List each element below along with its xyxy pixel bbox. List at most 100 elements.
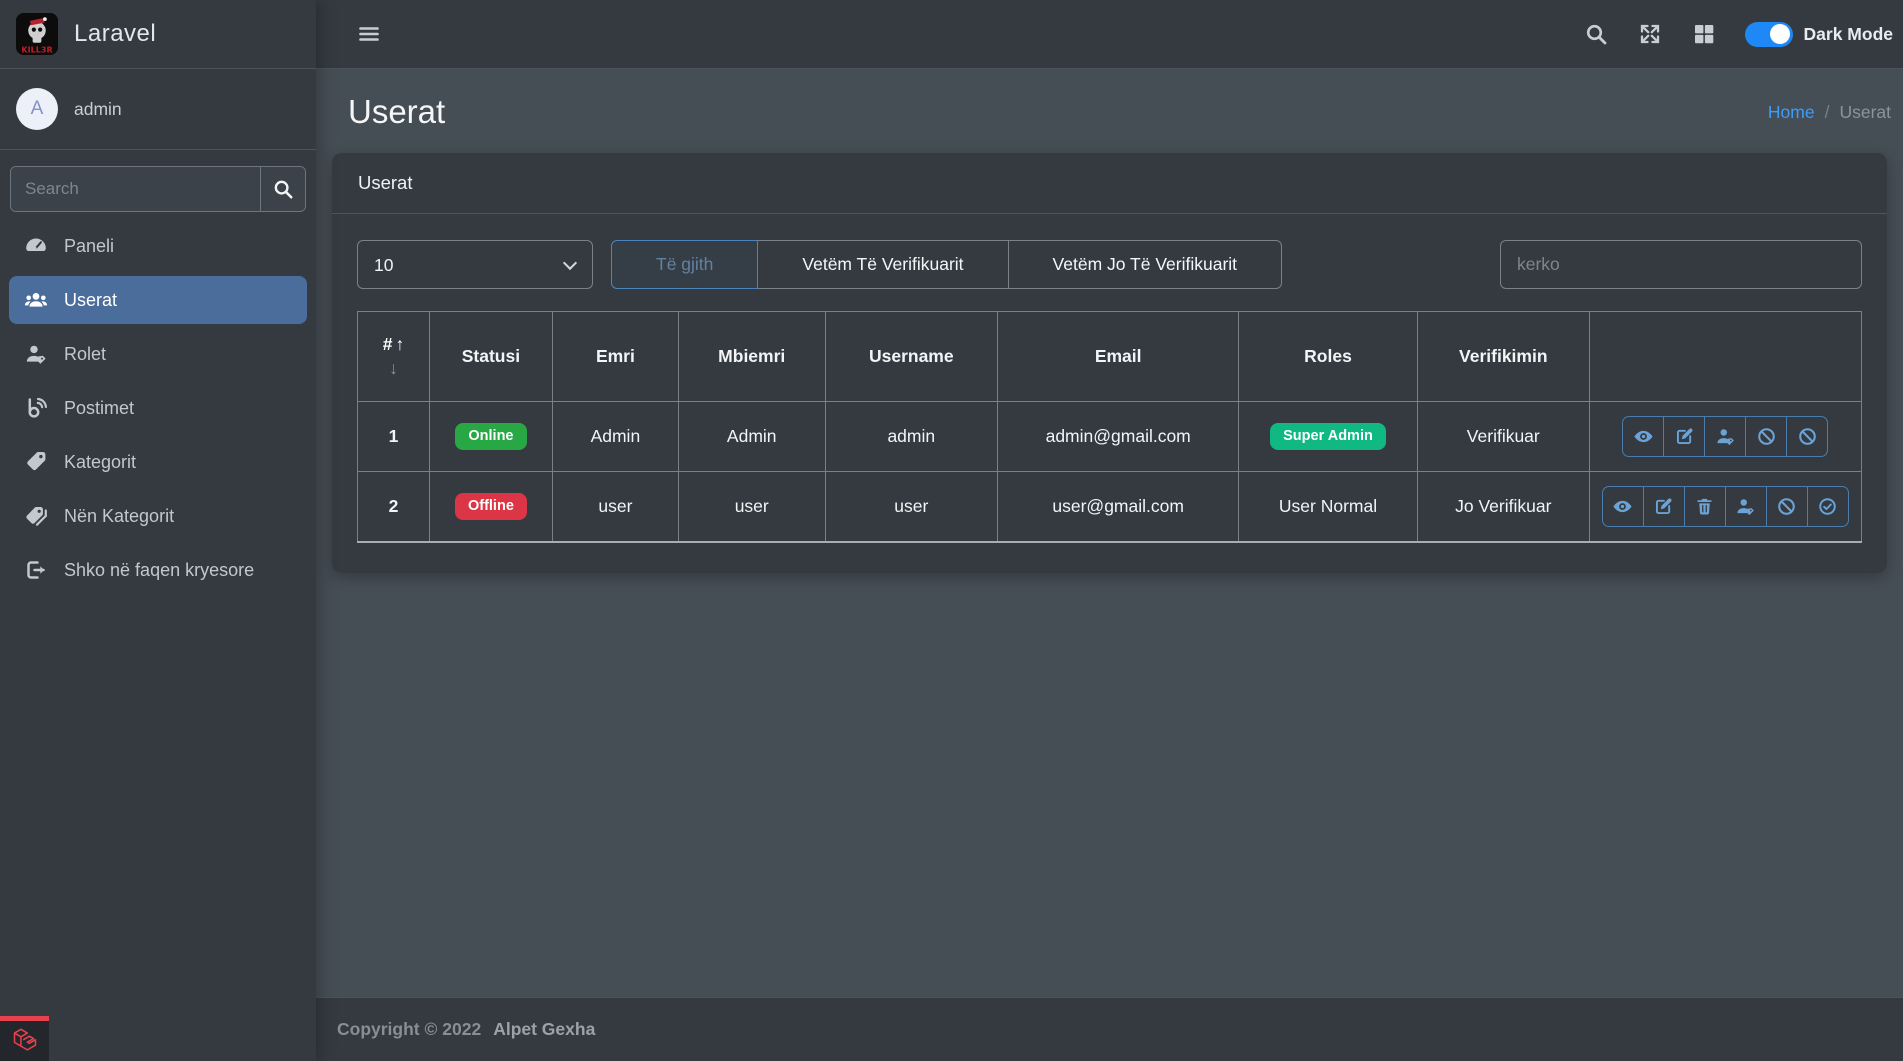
table-header-row: # ↑ ↓ Statusi Emri Mbiemri Username Email… [357, 311, 1863, 402]
cell-actions [1588, 401, 1863, 472]
sidebar-item-postimet[interactable]: Postimet [9, 384, 307, 432]
avatar[interactable]: A [16, 88, 58, 130]
navbar-search-button[interactable] [1569, 12, 1623, 56]
sidebar-item-paneli[interactable]: Paneli [9, 222, 307, 270]
header-username[interactable]: Username [824, 311, 998, 402]
user-name[interactable]: admin [74, 98, 122, 119]
sidebar-search [10, 166, 306, 212]
sort-desc-icon: ↓ [389, 357, 398, 378]
trash-icon [1694, 496, 1715, 517]
delete-button[interactable] [1683, 485, 1726, 527]
user-tag-icon [1735, 496, 1756, 517]
fullscreen-button[interactable] [1623, 12, 1677, 56]
sidebar-item-userat[interactable]: Userat [9, 276, 307, 324]
check-circle-icon [1817, 496, 1838, 517]
table-search-input[interactable] [1500, 240, 1862, 289]
top-navbar: Dark Mode [316, 0, 1903, 69]
topbar-right: Dark Mode [1569, 12, 1893, 56]
user-panel: A admin [0, 69, 316, 150]
eye-icon [1633, 426, 1654, 447]
cell-status: Online [428, 401, 553, 472]
filter-unverified-button[interactable]: Vetëm Jo Të Verifikuarit [1007, 240, 1283, 289]
skull-logo-icon [16, 13, 58, 55]
cell-num: 2 [357, 471, 430, 542]
cell-mbiemri: user [677, 471, 826, 542]
table-search-wrap [1500, 240, 1862, 289]
header-statusi[interactable]: Statusi [428, 311, 553, 402]
sidebar-item-nen-kategorit[interactable]: Nën Kategorit [9, 492, 307, 540]
breadcrumb-home-link[interactable]: Home [1767, 101, 1815, 122]
role-button[interactable] [1704, 416, 1747, 457]
verify-button[interactable] [1806, 485, 1849, 527]
control-sidebar-button[interactable] [1677, 12, 1731, 56]
brand[interactable]: Laravel [0, 0, 316, 69]
cell-verifikimin: Jo Verifikuar [1416, 471, 1590, 542]
header-num-sort[interactable]: # ↑ ↓ [357, 311, 430, 402]
cell-roles: User Normal [1238, 471, 1418, 542]
header-verifikimin[interactable]: Verifikimin [1416, 311, 1590, 402]
users-table: # ↑ ↓ Statusi Emri Mbiemri Username Email… [357, 311, 1863, 543]
tag-icon [24, 450, 48, 474]
header-email[interactable]: Email [996, 311, 1240, 402]
filter-button-group: Të gjith Vetëm Të Verifikuarit Vetëm Jo … [611, 240, 1283, 289]
page-title: Userat [348, 93, 446, 130]
header-roles[interactable]: Roles [1238, 311, 1418, 402]
action-button-group [1622, 416, 1829, 457]
dark-mode-label: Dark Mode [1803, 23, 1893, 44]
users-icon [24, 288, 48, 312]
filter-verified-button[interactable]: Vetëm Të Verifikuarit [757, 240, 1009, 289]
status-badge: Online [455, 423, 527, 450]
table-controls: 10 Të gjith Vetëm Të Verifikuarit Vetëm … [357, 240, 1862, 289]
cell-status: Offline [428, 471, 553, 542]
sidebar-item-rolet[interactable]: Rolet [9, 330, 307, 378]
sidebar-search-input[interactable] [11, 167, 260, 211]
tags-icon [24, 504, 48, 528]
sidebar-item-label: Nën Kategorit [64, 505, 175, 526]
table-row: 2 Offline user user user user@gmail.com … [357, 471, 1863, 542]
sidebar: Laravel A admin Paneli Userat Rolet Post… [0, 0, 316, 1061]
edit-button[interactable] [1663, 416, 1706, 457]
cell-username: admin [824, 401, 998, 472]
grid-icon [1692, 22, 1716, 46]
brand-title: Laravel [74, 20, 157, 47]
brand-logo-image [16, 13, 58, 55]
blog-icon [24, 396, 48, 420]
role-button[interactable] [1724, 485, 1767, 527]
breadcrumb-separator: / [1824, 101, 1830, 122]
view-button[interactable] [1622, 416, 1665, 457]
breadcrumb: Home / Userat [1768, 102, 1891, 123]
card-body: 10 Të gjith Vetëm Të Verifikuarit Vetëm … [332, 214, 1887, 573]
ban-icon [1756, 426, 1777, 447]
edit-button[interactable] [1642, 485, 1685, 527]
sidebar-search-button[interactable] [260, 167, 305, 211]
dark-mode-toggle-wrap: Dark Mode [1744, 21, 1893, 47]
copyright-text: Copyright © 2022 [337, 1019, 482, 1039]
cell-email: admin@gmail.com [996, 401, 1240, 472]
sidebar-item-label: Paneli [64, 235, 115, 256]
ban-button[interactable] [1765, 485, 1808, 527]
laravel-corner-logo [0, 1016, 49, 1061]
sidebar-item-shko-ne-faqen-kryesore[interactable]: Shko në faqen kryesore [9, 546, 307, 594]
author-text: Alpet Gexha [493, 1019, 596, 1039]
sidebar-toggle-button[interactable] [342, 12, 396, 56]
sidebar-item-kategorit[interactable]: Kategorit [9, 438, 307, 486]
cell-emri: Admin [551, 401, 679, 472]
header-mbiemri[interactable]: Mbiemri [677, 311, 826, 402]
page-size-select[interactable]: 10 [357, 240, 593, 289]
edit-icon [1653, 496, 1674, 517]
view-button[interactable] [1601, 485, 1644, 527]
toggle-knob [1769, 24, 1790, 44]
header-emri[interactable]: Emri [551, 311, 679, 402]
role-badge: Super Admin [1270, 423, 1386, 450]
sidebar-menu: Paneli Userat Rolet Postimet Kategorit N… [0, 222, 316, 594]
ban-icon [1776, 496, 1797, 517]
cell-num: 1 [357, 401, 430, 472]
dark-mode-toggle[interactable] [1744, 21, 1793, 47]
breadcrumb-current: Userat [1839, 101, 1891, 122]
filter-all-button[interactable]: Të gjith [611, 240, 759, 289]
ban-button[interactable] [1745, 416, 1788, 457]
unverify-button[interactable] [1786, 416, 1829, 457]
table-row: 1 Online Admin Admin admin admin@gmail.c… [357, 401, 1863, 472]
cell-mbiemri: Admin [677, 401, 826, 472]
cell-roles: Super Admin [1238, 401, 1418, 472]
